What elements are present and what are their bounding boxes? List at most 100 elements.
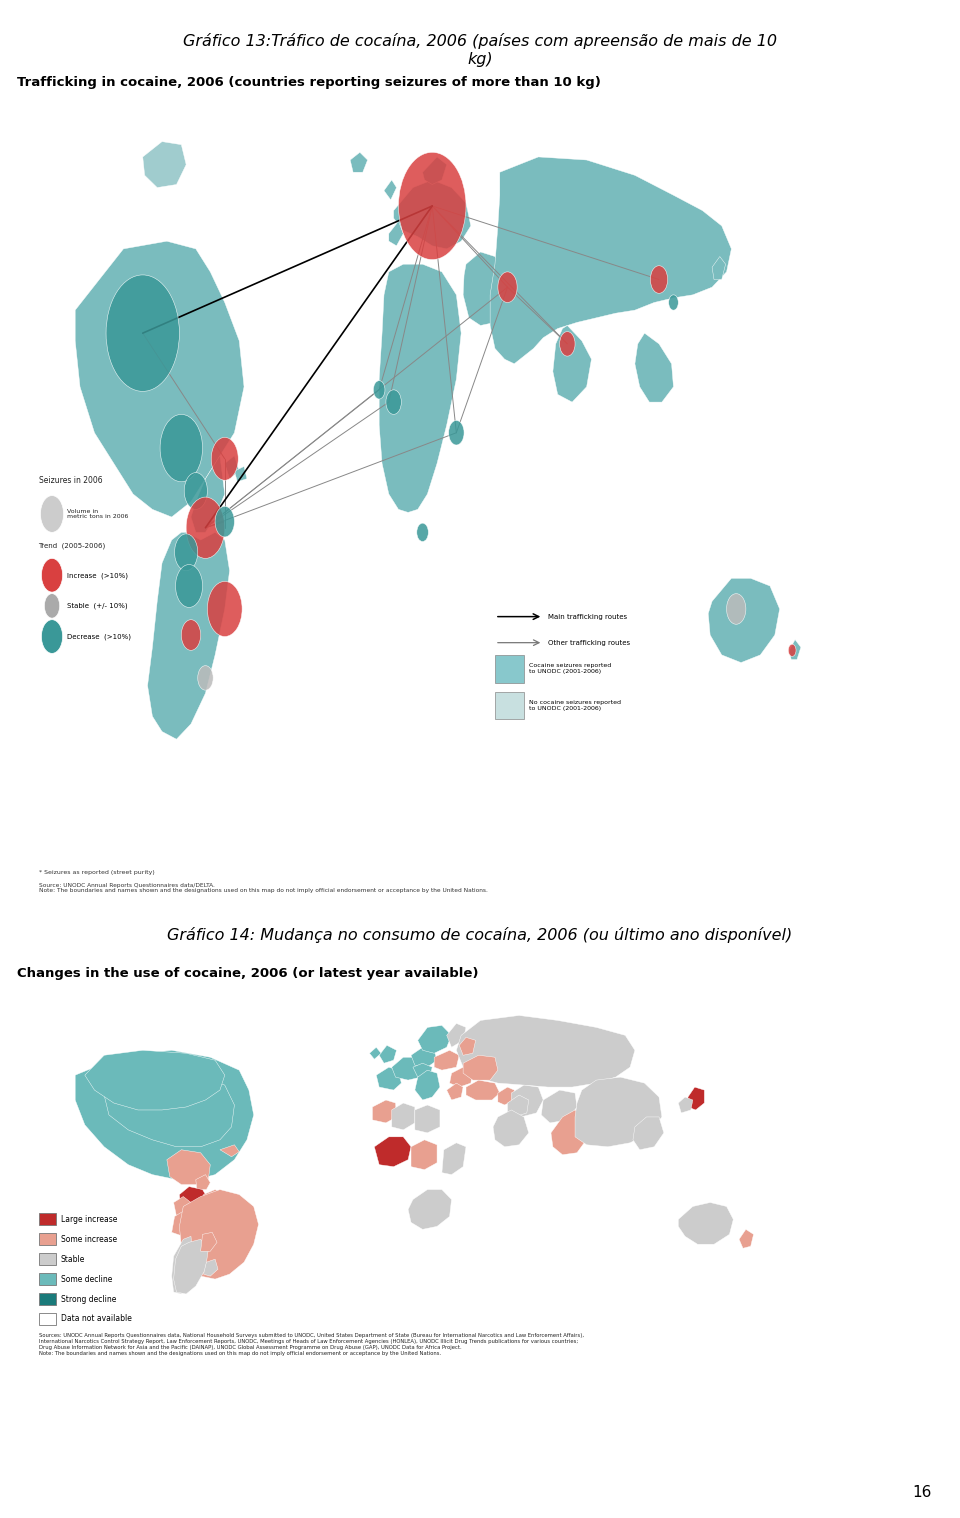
Circle shape [727, 594, 746, 624]
Circle shape [184, 472, 207, 510]
Text: Data not available: Data not available [60, 1315, 132, 1324]
Polygon shape [633, 1117, 663, 1149]
Circle shape [44, 594, 60, 618]
Circle shape [417, 524, 428, 542]
Polygon shape [708, 578, 780, 662]
Circle shape [106, 275, 180, 392]
Text: Increase  (>10%): Increase (>10%) [67, 572, 129, 578]
Polygon shape [553, 325, 591, 402]
Polygon shape [180, 1190, 258, 1280]
Polygon shape [418, 1025, 451, 1053]
Polygon shape [183, 1216, 205, 1236]
Text: Stable  (+/- 10%): Stable (+/- 10%) [67, 603, 128, 609]
Polygon shape [75, 1050, 253, 1179]
Polygon shape [463, 252, 510, 325]
Polygon shape [350, 152, 368, 172]
FancyBboxPatch shape [38, 1293, 56, 1305]
Polygon shape [220, 1145, 239, 1157]
Text: * Seizures as reported (street purity): * Seizures as reported (street purity) [38, 870, 155, 874]
Polygon shape [372, 1101, 396, 1123]
Circle shape [186, 496, 225, 559]
Polygon shape [392, 1057, 424, 1081]
Polygon shape [459, 1037, 475, 1055]
Text: Main trafficking routes: Main trafficking routes [548, 613, 627, 619]
Polygon shape [234, 466, 247, 481]
Polygon shape [434, 1050, 459, 1070]
Polygon shape [379, 264, 461, 513]
Polygon shape [679, 1098, 693, 1113]
Polygon shape [442, 1143, 466, 1175]
Circle shape [398, 152, 466, 260]
Text: Stable: Stable [60, 1255, 85, 1263]
Polygon shape [225, 455, 239, 478]
Polygon shape [688, 1087, 705, 1110]
FancyBboxPatch shape [38, 1233, 56, 1245]
Text: 16: 16 [912, 1485, 931, 1500]
Circle shape [386, 390, 401, 414]
FancyBboxPatch shape [38, 1274, 56, 1286]
Text: Some decline: Some decline [60, 1275, 112, 1284]
Circle shape [175, 534, 198, 571]
Polygon shape [180, 1187, 208, 1216]
Text: Decrease  (>10%): Decrease (>10%) [67, 633, 132, 639]
Text: Seizures in 2006: Seizures in 2006 [38, 477, 102, 486]
Circle shape [176, 565, 203, 607]
Polygon shape [389, 222, 403, 246]
Circle shape [560, 331, 575, 357]
Circle shape [215, 507, 234, 537]
Circle shape [498, 272, 517, 302]
Text: Some increase: Some increase [60, 1234, 117, 1243]
Polygon shape [84, 1050, 225, 1110]
Circle shape [788, 644, 796, 656]
Polygon shape [411, 1047, 437, 1067]
Text: Other trafficking routes: Other trafficking routes [548, 639, 630, 645]
Circle shape [41, 619, 62, 653]
Polygon shape [446, 1084, 463, 1101]
Circle shape [181, 619, 201, 650]
FancyBboxPatch shape [38, 1313, 56, 1325]
Text: Sources: UNODC Annual Reports Questionnaires data, National Household Surveys su: Sources: UNODC Annual Reports Questionna… [38, 1333, 584, 1356]
Polygon shape [172, 1210, 196, 1236]
Polygon shape [392, 1104, 415, 1129]
Polygon shape [456, 1016, 635, 1087]
Polygon shape [466, 1081, 500, 1101]
Circle shape [198, 666, 213, 691]
FancyBboxPatch shape [38, 1213, 56, 1225]
Polygon shape [413, 1063, 432, 1078]
Polygon shape [446, 1023, 466, 1047]
Circle shape [669, 294, 679, 310]
FancyBboxPatch shape [495, 692, 524, 720]
Polygon shape [143, 141, 186, 188]
Polygon shape [415, 1070, 440, 1101]
Polygon shape [411, 1140, 437, 1170]
Text: Changes in the use of cocaine, 2006 (or latest year available): Changes in the use of cocaine, 2006 (or … [17, 967, 479, 981]
Polygon shape [415, 1105, 440, 1132]
Circle shape [207, 581, 242, 636]
FancyBboxPatch shape [495, 654, 524, 683]
Circle shape [373, 381, 385, 399]
Polygon shape [374, 1137, 411, 1167]
Text: Cocaine seizures reported
to UNODC (2001-2006): Cocaine seizures reported to UNODC (2001… [529, 663, 611, 674]
Polygon shape [204, 1260, 218, 1277]
Text: Large increase: Large increase [60, 1214, 117, 1224]
Polygon shape [191, 455, 225, 533]
Text: Volume in
metric tons in 2006: Volume in metric tons in 2006 [67, 509, 129, 519]
Text: No cocaine seizures reported
to UNODC (2001-2006): No cocaine seizures reported to UNODC (2… [529, 700, 621, 710]
Polygon shape [712, 257, 726, 279]
Polygon shape [104, 1073, 234, 1146]
Circle shape [650, 266, 668, 293]
Polygon shape [379, 1046, 396, 1063]
Text: Strong decline: Strong decline [60, 1295, 116, 1304]
Polygon shape [201, 1233, 217, 1251]
Polygon shape [635, 332, 674, 402]
Polygon shape [196, 1175, 210, 1190]
Text: Trend  (2005-2006): Trend (2005-2006) [38, 542, 106, 550]
Text: Source: UNODC Annual Reports Questionnaires data/DELTA.
Note: The boundaries and: Source: UNODC Annual Reports Questionnai… [38, 882, 488, 894]
Circle shape [160, 414, 203, 481]
Polygon shape [498, 1087, 515, 1105]
Polygon shape [384, 181, 396, 200]
Polygon shape [679, 1202, 733, 1245]
Polygon shape [739, 1230, 754, 1248]
Polygon shape [174, 1196, 191, 1216]
Polygon shape [408, 1190, 451, 1230]
